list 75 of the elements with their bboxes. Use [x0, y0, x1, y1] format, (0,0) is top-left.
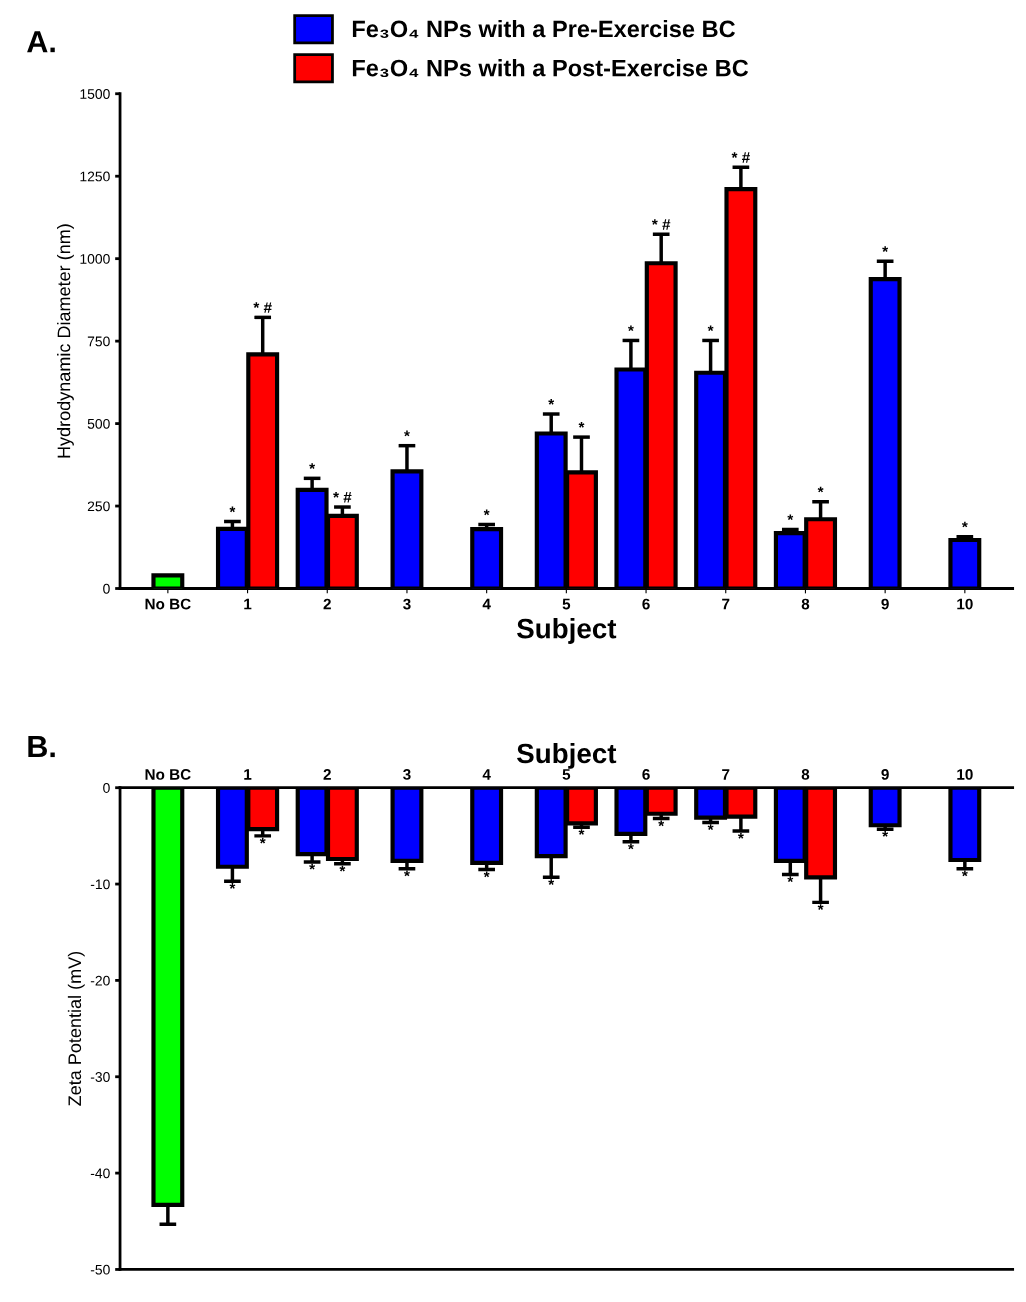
y-tick-label: 1000 [80, 254, 110, 264]
x-tick-label: 3 [403, 769, 411, 780]
x-tick-label: 9 [881, 769, 889, 780]
chart-title: A. [27, 31, 55, 53]
data-label: * [882, 831, 889, 837]
y-tick-label: 500 [87, 418, 110, 429]
data-label: * # [253, 302, 272, 313]
data-label: * # [333, 491, 352, 503]
x-tick-label: 9 [881, 598, 889, 610]
data-label: * # [731, 152, 750, 163]
data-label: * [658, 820, 665, 827]
x-tick-label: 6 [642, 769, 650, 780]
data-label: * # [651, 219, 671, 230]
data-label: * [483, 509, 490, 516]
data-label: * [548, 398, 555, 405]
y-tick-label: 750 [87, 336, 110, 347]
data-label: * [548, 879, 555, 885]
data-label: * [882, 246, 889, 252]
y-tick-label: 250 [87, 501, 110, 512]
y-tick-label: 1500 [80, 89, 110, 99]
data-label: * [578, 422, 585, 428]
data-label: * [787, 876, 794, 883]
data-label: * [627, 325, 634, 332]
x-tick-label: No BC [145, 769, 191, 780]
data-label: * [627, 843, 634, 850]
x-tick-label: 3 [403, 598, 411, 610]
x-tick-label: 4 [482, 769, 491, 780]
y-tick-label: 0 [103, 783, 110, 793]
data-label: * [817, 486, 824, 493]
data-label: * [229, 506, 236, 513]
x-tick-label: 7 [722, 598, 730, 610]
x-tick-label: 6 [642, 598, 650, 610]
data-label: * [787, 514, 794, 521]
data-label: * [737, 833, 744, 839]
data-label: * [817, 904, 824, 910]
x-tick-label: 1 [244, 598, 252, 610]
data-label: * [707, 824, 714, 831]
x-tick-label: 8 [801, 598, 810, 610]
x-tick-label: 5 [562, 598, 571, 610]
x-axis-title: Subject [516, 742, 617, 769]
legend-label: Fe₃O₄ NPs with a Post-Exercise BC [352, 59, 749, 78]
x-tick-label: 7 [722, 769, 730, 780]
data-label: * [404, 430, 410, 437]
data-label: * [707, 325, 714, 332]
y-tick-label: 1250 [80, 171, 110, 182]
x-tick-label: 8 [801, 769, 810, 780]
x-axis-title: Subject [516, 618, 617, 644]
y-tick-label: -20 [90, 975, 110, 986]
data-label: * [339, 865, 346, 872]
y-tick-label: -50 [90, 1264, 110, 1275]
data-label: * [259, 837, 266, 844]
y-tick-label: 0 [103, 583, 110, 594]
data-label: * [483, 871, 490, 878]
x-tick-label: No BC [145, 598, 191, 610]
data-label: * [404, 870, 410, 877]
y-axis-title: Zeta Potential (mV) [67, 951, 85, 1106]
data-label: * [961, 521, 968, 528]
y-tick-label: -10 [90, 879, 110, 890]
legend-label: Fe₃O₄ NPs with a Pre-Exercise BC [352, 19, 736, 38]
x-tick-label: 1 [244, 769, 252, 780]
x-tick-label: 4 [482, 598, 491, 610]
data-label: * [229, 883, 236, 889]
y-tick-label: -30 [90, 1072, 110, 1082]
data-label: * [578, 829, 585, 835]
chart-title: B. [28, 736, 55, 758]
y-axis-title: Hydrodynamic Diameter (nm) [57, 224, 74, 458]
x-tick-label: 2 [323, 769, 331, 780]
data-label: * [309, 463, 316, 469]
x-tick-label: 10 [957, 769, 973, 780]
x-tick-label: 2 [323, 598, 331, 610]
x-tick-label: 10 [957, 598, 973, 610]
x-tick-label: 5 [562, 769, 571, 780]
data-label: * [961, 870, 968, 877]
y-tick-label: -40 [90, 1168, 110, 1179]
data-label: * [309, 863, 316, 870]
